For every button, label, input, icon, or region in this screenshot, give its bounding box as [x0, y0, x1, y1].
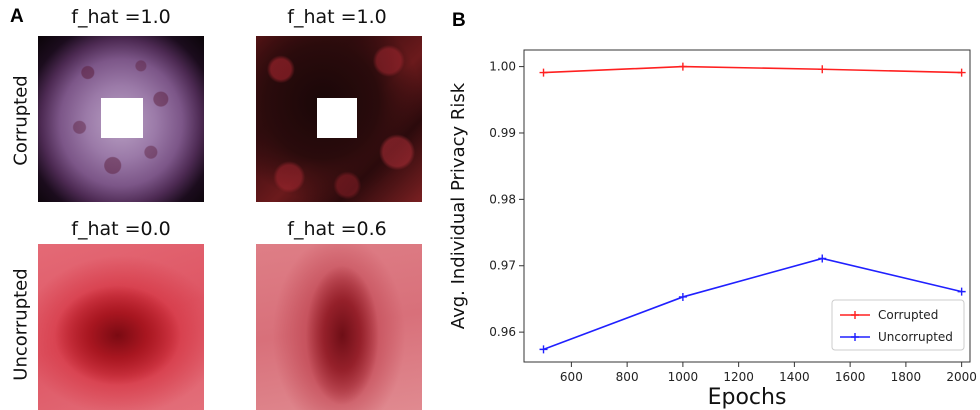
image-title-uncorrupted-1: f_hat =0.0 — [71, 218, 171, 240]
corrupted-lesion-image-1 — [38, 36, 204, 202]
data-point-marker — [957, 68, 966, 77]
data-point-marker — [957, 287, 966, 296]
x-tick-label: 1600 — [835, 370, 866, 384]
axis-ticks: 600 800 1000 1200 1400 1600 1800 2000 0.96 0.97 0.… — [489, 60, 977, 384]
y-axis-title: Avg. Individual Privacy Risk — [448, 82, 469, 329]
y-tick-label: 0.96 — [489, 325, 516, 339]
y-tick-label: 0.97 — [489, 259, 516, 273]
legend-marker — [851, 333, 859, 341]
y-tick-label: 0.99 — [489, 126, 516, 140]
legend-marker — [851, 311, 859, 319]
data-point-marker — [678, 62, 687, 71]
image-title-uncorrupted-2: f_hat =0.6 — [287, 218, 387, 240]
legend-label-uncorrupted: Uncorrupted — [878, 330, 953, 344]
y-tick-label: 0.98 — [489, 192, 516, 206]
data-point-marker — [818, 254, 827, 263]
x-tick-label: 1200 — [723, 370, 754, 384]
data-point-marker — [678, 292, 687, 301]
panel-b-letter: B — [452, 10, 466, 31]
plot-frame — [523, 49, 971, 363]
series-line-corrupted — [543, 65, 962, 74]
x-tick-label: 1400 — [779, 370, 810, 384]
data-point-marker — [818, 65, 827, 74]
x-tick-label: 1800 — [891, 370, 922, 384]
y-tick-label: 1.00 — [489, 60, 516, 74]
corrupted-lesion-image-2 — [256, 36, 422, 202]
x-tick-label: 2000 — [946, 370, 977, 384]
series-line-uncorrupted — [543, 257, 962, 351]
series-lines — [539, 62, 966, 354]
x-tick-label: 600 — [560, 370, 583, 384]
uncorrupted-lesion-image-1 — [38, 244, 204, 410]
x-axis-title: Epochs — [708, 385, 787, 410]
image-title-corrupted-1: f_hat =1.0 — [71, 6, 171, 28]
data-point-marker — [539, 345, 548, 354]
legend-label-corrupted: Corrupted — [878, 308, 938, 322]
legend: Corrupted Uncorrupted — [831, 299, 965, 351]
x-tick-label: 1000 — [668, 370, 699, 384]
data-point-marker — [539, 68, 548, 77]
panel-a-letter: A — [10, 6, 24, 27]
uncorrupted-lesion-image-2 — [256, 244, 422, 410]
image-title-corrupted-2: f_hat =1.0 — [287, 6, 387, 28]
x-tick-label: 800 — [616, 370, 639, 384]
